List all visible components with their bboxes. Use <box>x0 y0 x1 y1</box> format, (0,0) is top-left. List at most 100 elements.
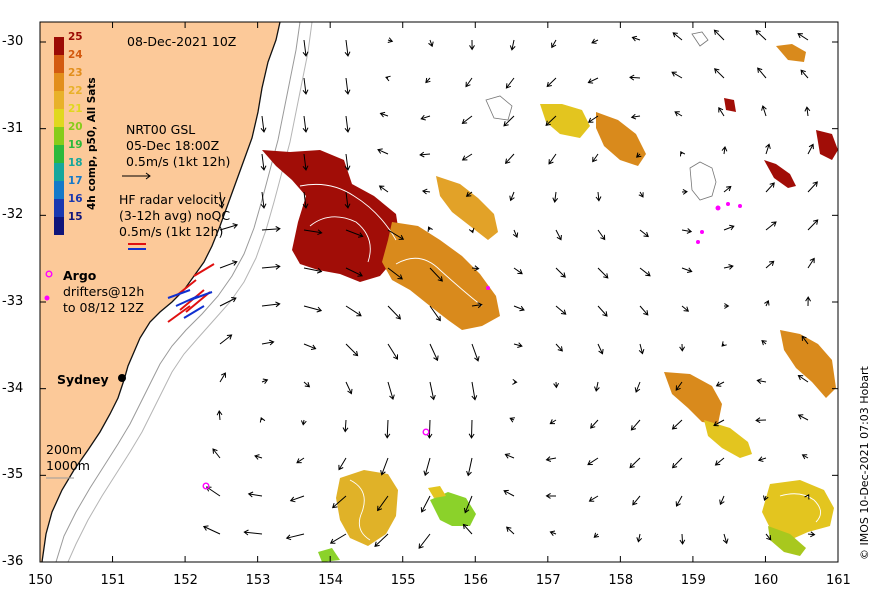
current-vector <box>512 229 519 238</box>
current-vector <box>555 229 562 241</box>
current-vector <box>597 305 608 317</box>
current-vector <box>630 113 641 120</box>
colorbar-tick-label: 24 <box>68 49 83 61</box>
x-tick-label: 153 <box>245 573 271 588</box>
y-tick-label: -34 <box>2 380 24 396</box>
city-label-sydney: Sydney <box>57 372 109 387</box>
current-vector <box>465 77 473 88</box>
current-vector <box>545 492 557 499</box>
colorbar-swatch <box>54 163 64 181</box>
current-vector <box>344 153 351 171</box>
current-vector <box>303 267 323 274</box>
current-vector <box>757 67 767 79</box>
current-vector <box>509 417 515 423</box>
depth-label-200m: 200m <box>46 442 83 457</box>
current-vector <box>549 419 557 425</box>
current-vector <box>378 185 389 193</box>
current-vector <box>344 115 351 133</box>
current-vector <box>503 489 515 497</box>
current-vector <box>671 457 683 469</box>
current-vector <box>713 29 725 41</box>
colorbar-tick-label: 15 <box>68 211 83 223</box>
argo-legend-label: Argo <box>63 268 97 283</box>
current-vector <box>504 153 515 165</box>
current-vector <box>555 267 566 278</box>
current-vector <box>302 191 309 209</box>
current-vector <box>765 221 777 231</box>
current-vector <box>755 417 767 424</box>
current-vectors <box>202 29 819 549</box>
current-vector <box>461 153 473 161</box>
current-vector <box>509 191 515 202</box>
x-tick-label: 152 <box>173 573 198 588</box>
current-vector <box>429 343 439 362</box>
current-vector <box>344 77 351 95</box>
current-vector <box>546 77 557 88</box>
current-vector <box>713 419 725 427</box>
current-vector <box>721 341 727 347</box>
current-vector <box>429 267 443 282</box>
current-vector <box>639 305 649 316</box>
current-vector <box>755 29 767 41</box>
current-vector <box>463 495 473 514</box>
current-vector <box>597 343 604 355</box>
hf-line-3: 0.5m/s (1kt 12h) <box>119 224 224 239</box>
x-tick-label: 159 <box>680 573 706 588</box>
current-vector <box>801 335 809 345</box>
current-vector <box>765 260 775 269</box>
current-vector <box>419 151 431 158</box>
current-vector <box>303 381 311 388</box>
hf-line-2: (3-12h avg) noQC <box>119 208 231 223</box>
current-vector <box>548 153 557 165</box>
current-vector <box>387 267 403 280</box>
argo-float <box>422 428 430 436</box>
current-vector <box>807 181 818 193</box>
current-vector <box>681 305 690 312</box>
current-vector <box>303 305 323 313</box>
current-vector <box>587 115 599 123</box>
colorbar-swatch <box>54 37 64 55</box>
current-vector <box>471 302 483 309</box>
current-vector <box>672 32 683 41</box>
current-vector <box>420 495 431 513</box>
current-vector <box>243 529 263 536</box>
y-tick-label: -35 <box>2 467 24 483</box>
current-vector <box>254 454 263 460</box>
current-vector <box>639 267 651 277</box>
argo-floats <box>202 428 430 490</box>
current-vector <box>219 260 238 269</box>
current-vector <box>469 39 475 51</box>
current-vector <box>387 343 398 360</box>
current-vector <box>674 111 683 117</box>
colorbar-swatch <box>54 55 64 73</box>
drifter-legend-2: to 08/12 12Z <box>63 300 144 315</box>
colorbar-swatch <box>54 217 64 235</box>
current-vector <box>680 150 686 157</box>
current-vector <box>597 267 609 279</box>
depth-contour-1000m <box>67 22 313 562</box>
current-vector <box>380 457 389 476</box>
drifter-legend-1: drifters@12h <box>63 284 145 299</box>
drifter-tracks <box>486 202 742 290</box>
current-vector <box>261 339 275 346</box>
current-vector <box>797 414 809 421</box>
current-vector <box>804 106 811 117</box>
current-vector <box>597 229 606 241</box>
current-vector <box>285 533 305 541</box>
current-vector <box>715 381 725 387</box>
current-vector <box>387 305 402 320</box>
current-vector <box>681 267 693 273</box>
x-tick-label: 156 <box>463 573 489 588</box>
current-vector <box>247 491 263 498</box>
current-vector <box>594 381 600 392</box>
current-vector <box>260 115 267 133</box>
current-vector <box>675 495 683 507</box>
current-vector <box>555 305 567 315</box>
current-vector <box>377 495 389 512</box>
current-vector <box>545 115 557 127</box>
current-vector <box>545 456 557 462</box>
colorbar-swatch <box>54 199 64 217</box>
current-vector <box>681 188 688 195</box>
colorbar-swatch <box>54 109 64 127</box>
plot-frame <box>39 21 839 563</box>
